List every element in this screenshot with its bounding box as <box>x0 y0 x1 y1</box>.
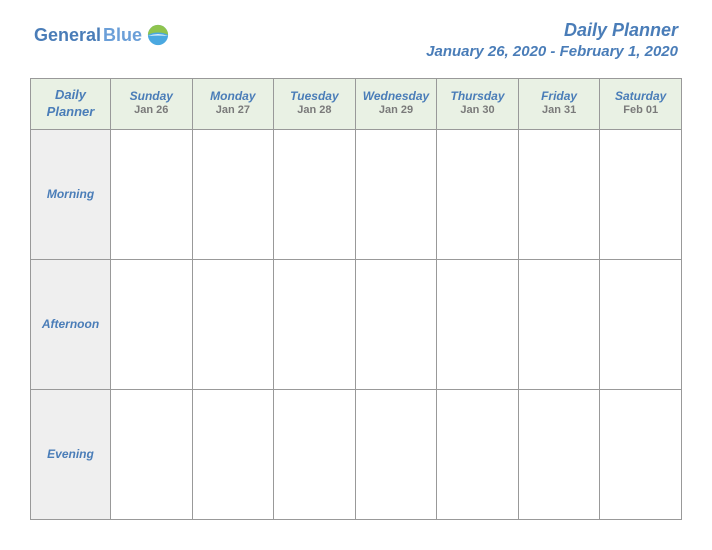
day-header-wednesday: Wednesday Jan 29 <box>355 79 437 130</box>
corner-label-line1: Daily <box>35 87 106 104</box>
day-name: Sunday <box>113 89 190 103</box>
cell-afternoon-fri <box>518 259 600 389</box>
cell-morning-wed <box>355 129 437 259</box>
date-range: January 26, 2020 - February 1, 2020 <box>426 43 678 60</box>
row-evening: Evening <box>31 389 682 519</box>
row-afternoon: Afternoon <box>31 259 682 389</box>
day-header-saturday: Saturday Feb 01 <box>600 79 682 130</box>
header-row: Daily Planner Sunday Jan 26 Monday Jan 2… <box>31 79 682 130</box>
day-name: Thursday <box>439 89 516 103</box>
cell-morning-sat <box>600 129 682 259</box>
day-date: Jan 27 <box>195 104 272 116</box>
day-date: Jan 29 <box>358 104 435 116</box>
day-date: Jan 31 <box>521 104 598 116</box>
cell-evening-thu <box>437 389 519 519</box>
corner-cell: Daily Planner <box>31 79 111 130</box>
title-block: Daily Planner January 26, 2020 - Februar… <box>426 20 678 60</box>
period-cell-afternoon: Afternoon <box>31 259 111 389</box>
day-date: Jan 28 <box>276 104 353 116</box>
cell-afternoon-tue <box>274 259 356 389</box>
cell-evening-sun <box>111 389 193 519</box>
day-name: Saturday <box>602 89 679 103</box>
cell-afternoon-sun <box>111 259 193 389</box>
planner-table: Daily Planner Sunday Jan 26 Monday Jan 2… <box>30 78 682 520</box>
corner-label-line2: Planner <box>35 104 106 121</box>
logo-text-blue: Blue <box>103 25 142 46</box>
day-header-tuesday: Tuesday Jan 28 <box>274 79 356 130</box>
cell-afternoon-sat <box>600 259 682 389</box>
row-morning: Morning <box>31 129 682 259</box>
period-label: Afternoon <box>42 317 99 331</box>
logo-text-general: General <box>34 25 101 46</box>
logo: GeneralBlue <box>34 20 169 46</box>
cell-evening-mon <box>192 389 274 519</box>
day-date: Jan 26 <box>113 104 190 116</box>
day-name: Tuesday <box>276 89 353 103</box>
day-name: Friday <box>521 89 598 103</box>
cell-evening-tue <box>274 389 356 519</box>
cell-morning-mon <box>192 129 274 259</box>
cell-evening-sat <box>600 389 682 519</box>
cell-morning-thu <box>437 129 519 259</box>
page-header: GeneralBlue Daily Planner January 26, 20… <box>30 20 682 60</box>
cell-afternoon-mon <box>192 259 274 389</box>
day-header-thursday: Thursday Jan 30 <box>437 79 519 130</box>
period-cell-morning: Morning <box>31 129 111 259</box>
cell-morning-fri <box>518 129 600 259</box>
day-date: Feb 01 <box>602 104 679 116</box>
cell-evening-fri <box>518 389 600 519</box>
day-name: Monday <box>195 89 272 103</box>
cell-evening-wed <box>355 389 437 519</box>
day-header-sunday: Sunday Jan 26 <box>111 79 193 130</box>
cell-afternoon-thu <box>437 259 519 389</box>
period-cell-evening: Evening <box>31 389 111 519</box>
cell-morning-tue <box>274 129 356 259</box>
day-name: Wednesday <box>358 89 435 103</box>
cell-morning-sun <box>111 129 193 259</box>
day-header-friday: Friday Jan 31 <box>518 79 600 130</box>
period-label: Evening <box>47 447 94 461</box>
cell-afternoon-wed <box>355 259 437 389</box>
page-title: Daily Planner <box>426 20 678 41</box>
day-header-monday: Monday Jan 27 <box>192 79 274 130</box>
day-date: Jan 30 <box>439 104 516 116</box>
globe-icon <box>147 24 169 46</box>
period-label: Morning <box>47 187 94 201</box>
